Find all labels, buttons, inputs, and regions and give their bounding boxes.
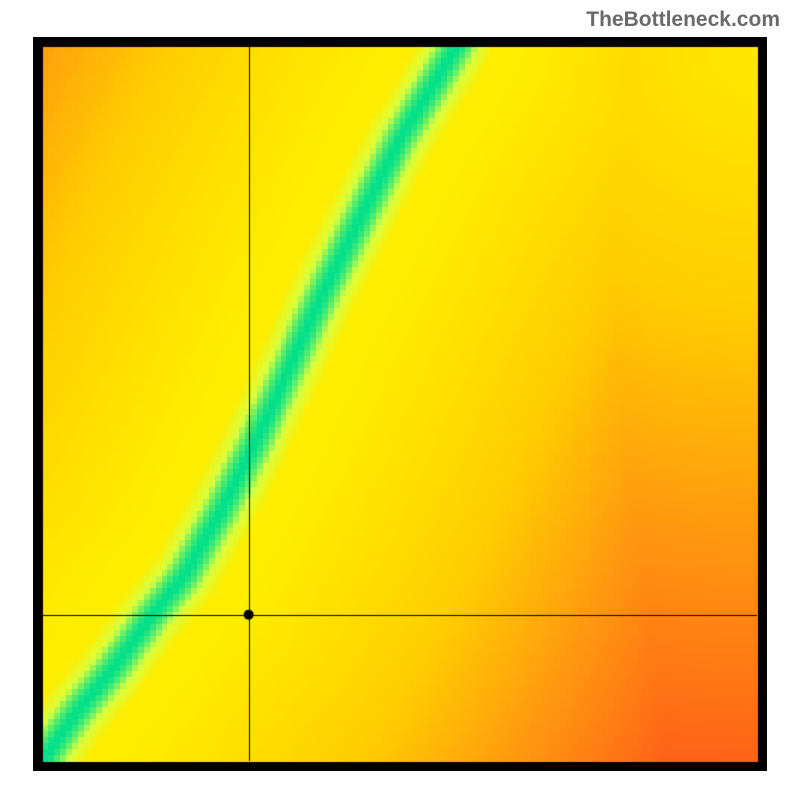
bottleneck-heatmap: [33, 37, 767, 771]
attribution-text: TheBottleneck.com: [586, 8, 780, 32]
